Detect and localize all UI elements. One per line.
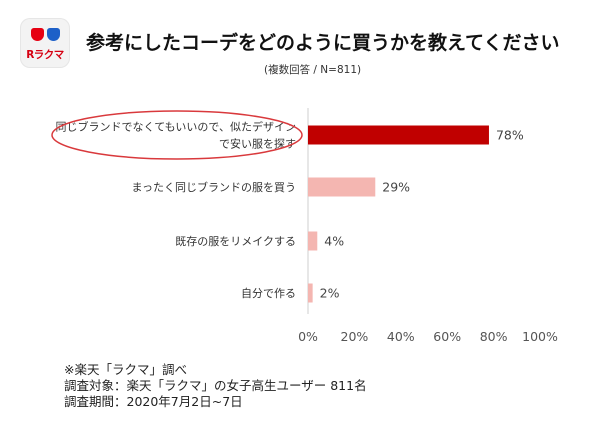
x-tick-label: 60% xyxy=(433,329,461,344)
period-note: 調査期間：2020年7月2日~7日 xyxy=(64,394,243,409)
page-title: 参考にしたコーデをどのように買うかを教えてください xyxy=(86,32,560,54)
data-label: 78% xyxy=(496,128,524,143)
highlight-ellipse xyxy=(51,110,303,160)
x-tick-label: 0% xyxy=(298,329,318,344)
x-tick-label: 20% xyxy=(341,329,369,344)
category-label: まったく同じブランドの服を買う xyxy=(131,180,296,194)
source-note: ※楽天「ラクマ」調べ xyxy=(64,362,187,377)
category-label: 既存の服をリメイクする xyxy=(175,234,296,248)
bar xyxy=(308,125,489,145)
category-label: で安い服を探す xyxy=(219,137,296,151)
data-label: 29% xyxy=(382,180,410,195)
logo-text: Rラクマ xyxy=(26,49,64,61)
bar xyxy=(308,177,376,197)
category-label: 同じブランドでなくてもいいので、似たデザイン xyxy=(56,120,296,134)
data-label: 4% xyxy=(324,234,344,249)
x-tick-label: 100% xyxy=(522,329,558,344)
bar xyxy=(308,283,313,303)
category-label: 自分で作る xyxy=(241,287,296,300)
target-note: 調査対象：楽天「ラクマ」の女子高生ユーザー 811名 xyxy=(64,378,367,393)
bar xyxy=(308,231,318,251)
data-label: 2% xyxy=(320,286,340,301)
x-tick-label: 80% xyxy=(480,329,508,344)
logo-blue-mark xyxy=(47,28,60,41)
logo-red-mark xyxy=(31,28,44,41)
sample-note: (複数回答 / N=811) xyxy=(264,64,362,76)
rakuma-logo: Rラクマ xyxy=(20,18,70,68)
survey-notes: ※楽天「ラクマ」調べ 調査対象：楽天「ラクマ」の女子高生ユーザー 811名 調査… xyxy=(64,362,367,410)
x-tick-label: 40% xyxy=(387,329,415,344)
